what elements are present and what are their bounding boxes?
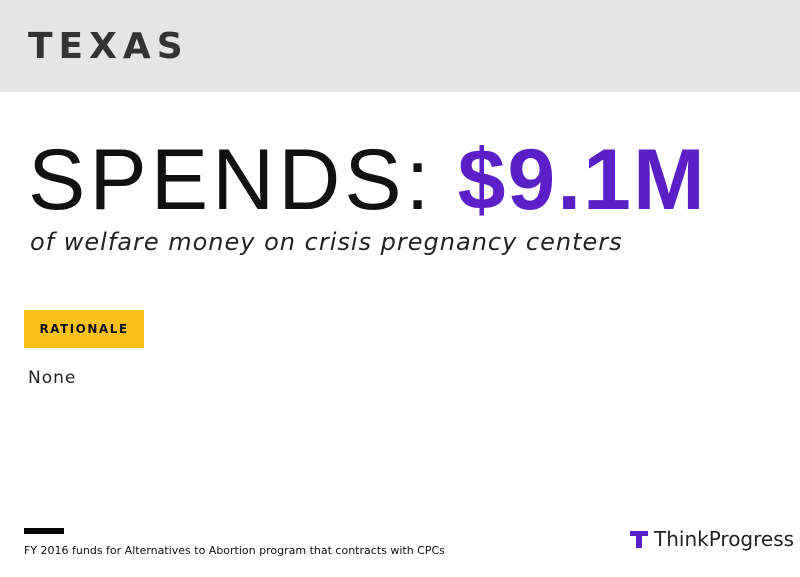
header: TEXAS xyxy=(0,0,800,92)
footer-note: FY 2016 funds for Alternatives to Aborti… xyxy=(24,544,445,557)
brand-logo xyxy=(630,531,648,548)
headline-label: SPENDS: xyxy=(28,132,434,228)
subtitle: of welfare money on crisis pregnancy cen… xyxy=(30,228,623,256)
brand-name: ThinkProgress xyxy=(654,527,795,551)
footer-bar xyxy=(24,528,64,534)
title: TEXAS xyxy=(28,26,189,67)
headline: SPENDS: $9.1M xyxy=(28,130,707,230)
rationale-text: None xyxy=(28,368,77,388)
amount: $9.1M xyxy=(457,132,707,228)
brand: ThinkProgress xyxy=(630,527,794,551)
rationale-tag: RATIONALE xyxy=(24,310,144,348)
